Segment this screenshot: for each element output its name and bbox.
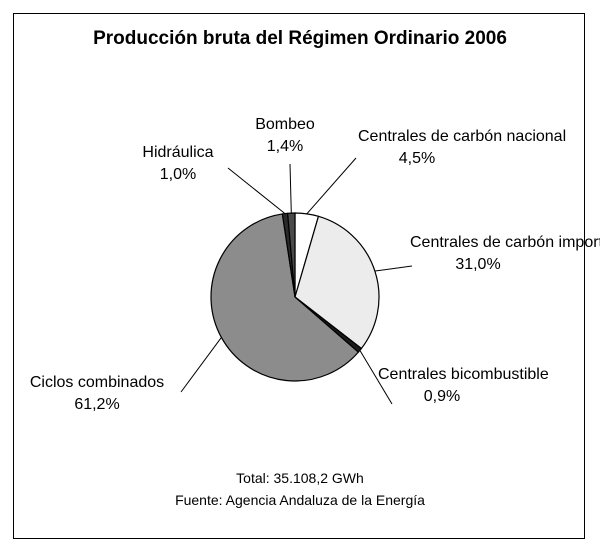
slice-label-ciclos-combinados: Ciclos combinados 61,2% bbox=[14, 372, 180, 416]
footer-total: Total: 35.108,2 GWh bbox=[236, 470, 364, 486]
chart-title: Producción bruta del Régimen Ordinario 2… bbox=[93, 28, 507, 49]
slice-value-ciclos-combinados: 61,2% bbox=[74, 396, 120, 413]
leader-line-hidraulica bbox=[227, 167, 286, 214]
slice-label-bicombustible: Centrales bicombustible 0,9% bbox=[378, 364, 549, 408]
leader-line-ciclos-combinados bbox=[180, 337, 222, 393]
slice-label-bombeo: Bombeo 1,4% bbox=[242, 114, 328, 158]
slice-label-carbon-importado: Centrales de carbón importado 31,0% bbox=[410, 232, 600, 276]
slice-value-bombeo: 1,4% bbox=[266, 138, 304, 155]
slice-name-bicombustible: Centrales bicombustible bbox=[378, 366, 549, 383]
slice-label-hidraulica: Hidráulica 1,0% bbox=[130, 142, 226, 186]
slice-name-carbon-importado: Centrales de carbón importado bbox=[410, 234, 600, 251]
slice-value-bicombustible: 0,9% bbox=[423, 388, 461, 405]
leader-line-carbon-importado bbox=[374, 265, 413, 272]
slice-label-carbon-nacional: Centrales de carbón nacional 4,5% bbox=[358, 126, 567, 170]
leader-line-carbon-nacional bbox=[306, 157, 357, 215]
pie-slice-ciclos-combinados bbox=[210, 213, 360, 382]
pie-slice-carbon-importado bbox=[294, 215, 380, 350]
leader-line-bombeo bbox=[289, 163, 292, 214]
leader-line-bicombustible bbox=[359, 350, 393, 405]
footer-source: Fuente: Agencia Andaluza de la Energía bbox=[175, 492, 425, 508]
slice-value-carbon-importado: 31,0% bbox=[455, 256, 501, 273]
slice-name-hidraulica: Hidráulica bbox=[142, 144, 214, 161]
slice-value-carbon-nacional: 4,5% bbox=[398, 150, 436, 167]
slice-value-hidraulica: 1,0% bbox=[159, 166, 197, 183]
slice-name-carbon-nacional: Centrales de carbón nacional bbox=[358, 128, 567, 145]
slice-name-ciclos-combinados: Ciclos combinados bbox=[29, 374, 165, 391]
slice-name-bombeo: Bombeo bbox=[255, 116, 315, 133]
